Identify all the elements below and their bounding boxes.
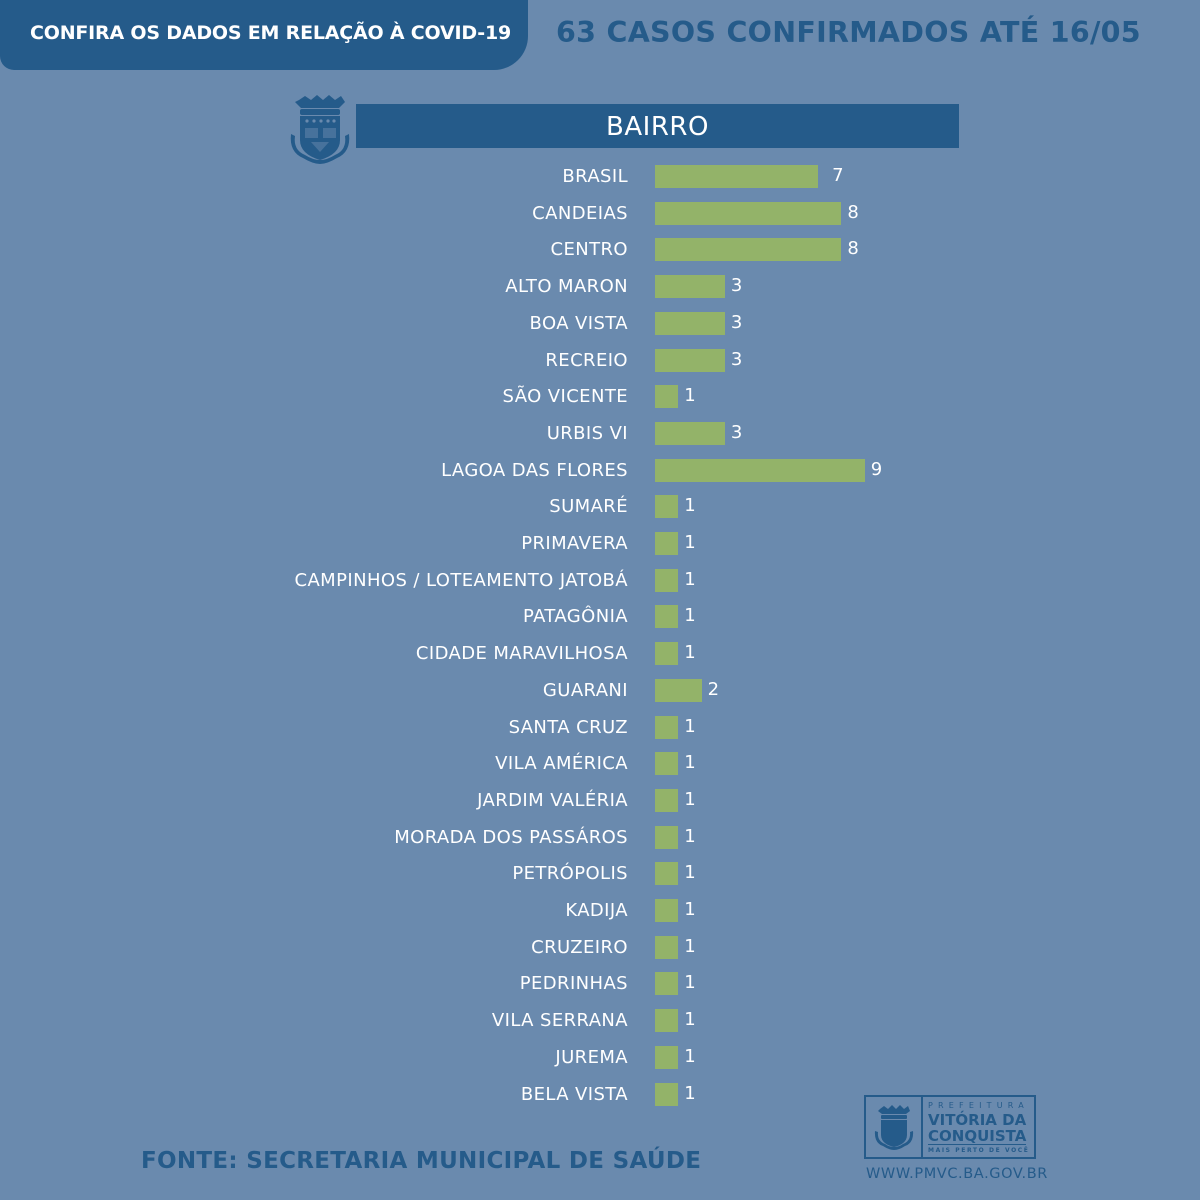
bar: [655, 348, 725, 372]
logo-divider: [921, 1097, 923, 1157]
bar: [655, 788, 679, 812]
category-label: RECREIO: [545, 349, 628, 371]
bar-value-label: 1: [684, 752, 696, 774]
bar: [655, 678, 702, 702]
header-tab-title: CONFIRA OS DADOS EM RELAÇÃO À COVID-19: [30, 22, 512, 44]
bar-value-label: 1: [684, 605, 696, 627]
bar-value-label: 3: [730, 348, 743, 370]
category-label: KADIJA: [565, 900, 628, 921]
logo-prefeitura: PREFEITURA: [928, 1101, 1029, 1110]
bar: [655, 605, 679, 629]
website-link[interactable]: WWW.PMVC.BA.GOV.BR: [866, 1166, 1048, 1182]
category-label: CENTRO: [550, 239, 628, 261]
logo-city-name: VITÓRIA DA CONQUISTA: [928, 1112, 1026, 1144]
category-label: PEDRINHAS: [519, 973, 628, 995]
category-label: CAMPINHOS / LOTEAMENTO JATOBÁ: [294, 569, 628, 591]
bar: [655, 642, 679, 666]
bar-value-label: 1: [684, 862, 696, 884]
bar: [655, 201, 842, 225]
bar: [655, 715, 679, 739]
city-hall-logo: PREFEITURA VITÓRIA DA CONQUISTA MAIS PER…: [864, 1095, 1036, 1159]
category-label: PATAGÔNIA: [522, 606, 628, 628]
bar-value-label: 7: [832, 165, 844, 186]
category-label: CRUZEIRO: [531, 936, 628, 958]
bar: [655, 862, 679, 886]
category-label: LAGOA DAS FLORES: [441, 459, 628, 481]
bar: [655, 238, 842, 262]
category-label: BELA VISTA: [520, 1083, 628, 1105]
bar-value-label: 1: [684, 715, 696, 737]
bar-value-label: 8: [847, 201, 859, 223]
category-label: JARDIM VALÉRIA: [477, 789, 628, 811]
bar-value-label: 1: [684, 899, 696, 920]
category-label: PRIMAVERA: [521, 533, 628, 554]
chart-title: BAIRRO: [606, 112, 709, 142]
bar: [655, 385, 679, 409]
bar: [655, 972, 679, 996]
bar: [655, 825, 679, 849]
bar-value-label: 1: [684, 935, 696, 957]
bar-value-label: 1: [684, 642, 696, 664]
bar-value-label: 1: [684, 385, 696, 407]
bar: [655, 275, 725, 299]
bar-value-label: 2: [707, 678, 720, 700]
category-label: VILA SERRANA: [491, 1010, 628, 1032]
bar-value-label: 3: [730, 421, 743, 443]
bar: [655, 752, 679, 776]
category-label: PETRÓPOLIS: [512, 863, 628, 885]
bar: [655, 311, 725, 335]
bar: [655, 568, 679, 592]
city-coat-of-arms-icon: [290, 95, 350, 164]
bar-value-label: 1: [684, 825, 696, 847]
logo-tagline: MAIS PERTO DE VOCÊ: [928, 1147, 1030, 1154]
logo-crest-icon: [874, 1105, 914, 1150]
category-label: URBIS VI: [546, 422, 628, 444]
headline: 63 CASOS CONFIRMADOS ATÉ 16/05: [556, 16, 1141, 49]
bar-value-label: 1: [684, 495, 696, 517]
header-tab: CONFIRA OS DADOS EM RELAÇÃO À COVID-19: [0, 0, 528, 70]
category-label: BOA VISTA: [529, 312, 628, 334]
bar: [655, 165, 819, 188]
chart-title-banner: BAIRRO: [356, 104, 959, 148]
bar-value-label: 1: [684, 568, 696, 590]
bar-value-label: 1: [684, 1045, 696, 1067]
bar: [655, 421, 725, 445]
bar: [655, 935, 679, 959]
data-source: FONTE: SECRETARIA MUNICIPAL DE SAÚDE: [141, 1148, 702, 1174]
bar-value-label: 8: [847, 238, 859, 260]
category-label: JUREMA: [555, 1046, 628, 1068]
bar: [655, 495, 679, 519]
bar: [655, 1045, 679, 1069]
category-label: VILA AMÉRICA: [495, 753, 628, 775]
bar-value-label: 1: [684, 972, 696, 994]
category-label: SUMARÉ: [549, 496, 628, 518]
bar-value-label: 1: [684, 532, 696, 553]
category-label: BRASIL: [562, 166, 628, 187]
bar: [655, 1009, 679, 1033]
category-label: MORADA DOS PASSÁROS: [394, 826, 628, 848]
category-label: CIDADE MARAVILHOSA: [415, 643, 628, 665]
bar-value-label: 1: [684, 788, 696, 810]
bar: [655, 1082, 679, 1106]
category-label: ALTO MARON: [505, 276, 628, 298]
bar-value-label: 1: [684, 1009, 696, 1031]
category-label: GUARANI: [542, 679, 628, 701]
logo-rule: [928, 1144, 1026, 1145]
logo-city-line1: VITÓRIA DA: [928, 1111, 1027, 1129]
bar-value-label: 1: [684, 1082, 696, 1104]
logo-city-line2: CONQUISTA: [928, 1127, 1027, 1145]
category-label: CANDEIAS: [532, 202, 628, 224]
bar: [655, 458, 865, 482]
bar-value-label: 9: [870, 458, 883, 480]
bar: [655, 899, 679, 922]
category-label: SANTA CRUZ: [508, 716, 628, 738]
bar-value-label: 3: [730, 311, 743, 333]
bar-value-label: 3: [730, 275, 743, 297]
category-label: SÃO VICENTE: [502, 386, 628, 408]
bar: [655, 532, 679, 555]
